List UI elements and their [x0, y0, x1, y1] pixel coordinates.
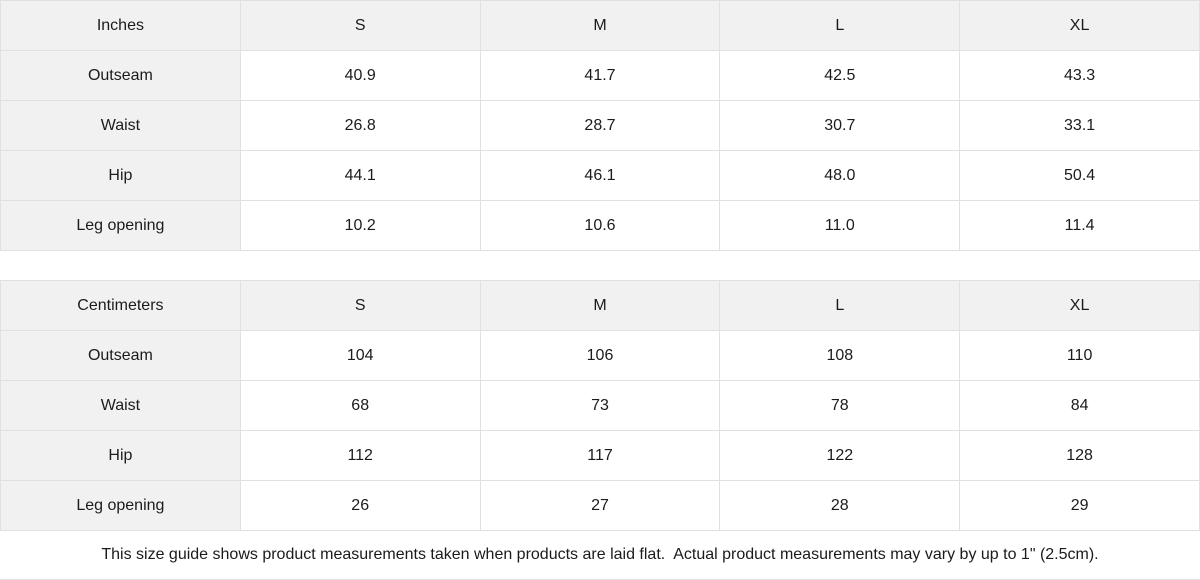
- measurement-value: 28: [719, 480, 961, 531]
- measurement-label: Outseam: [0, 330, 241, 381]
- measurement-value: 11.0: [719, 200, 961, 251]
- measurement-value: 29: [959, 480, 1200, 531]
- table-row: Waist 26.8 28.7 30.7 33.1: [0, 100, 1200, 151]
- measurement-value: 48.0: [719, 150, 961, 201]
- measurement-label: Outseam: [0, 50, 241, 101]
- table-row: Hip 112 117 122 128: [0, 430, 1200, 481]
- table-header-row: Centimeters S M L XL: [0, 280, 1200, 331]
- measurement-label: Hip: [0, 430, 241, 481]
- measurement-value: 108: [719, 330, 961, 381]
- measurement-value: 128: [959, 430, 1200, 481]
- measurement-value: 11.4: [959, 200, 1200, 251]
- measurement-value: 106: [479, 330, 721, 381]
- measurement-value: 84: [959, 380, 1200, 431]
- table-row: Leg opening 26 27 28 29: [0, 480, 1200, 531]
- unit-header-cell: Inches: [0, 0, 241, 51]
- measurement-value: 33.1: [959, 100, 1200, 151]
- size-column-header: M: [479, 280, 721, 331]
- measurement-value: 30.7: [719, 100, 961, 151]
- size-column-header: S: [239, 0, 481, 51]
- measurement-value: 43.3: [959, 50, 1200, 101]
- size-column-header: L: [719, 280, 961, 331]
- size-column-header: L: [719, 0, 961, 51]
- measurement-value: 10.6: [479, 200, 721, 251]
- measurement-value: 44.1: [239, 150, 481, 201]
- measurement-label: Leg opening: [0, 200, 241, 251]
- centimeters-size-table: Centimeters S M L XL Outseam 104 106 108…: [0, 280, 1200, 531]
- measurement-value: 112: [239, 430, 481, 481]
- measurement-label: Waist: [0, 380, 241, 431]
- measurement-label: Hip: [0, 150, 241, 201]
- measurement-value: 42.5: [719, 50, 961, 101]
- measurement-value: 117: [479, 430, 721, 481]
- measurement-value: 28.7: [479, 100, 721, 151]
- measurement-value: 40.9: [239, 50, 481, 101]
- table-header-row: Inches S M L XL: [0, 0, 1200, 51]
- measurement-value: 41.7: [479, 50, 721, 101]
- measurement-value: 122: [719, 430, 961, 481]
- size-column-header: M: [479, 0, 721, 51]
- table-spacer: [0, 251, 1200, 280]
- measurement-value: 26.8: [239, 100, 481, 151]
- size-column-header: S: [239, 280, 481, 331]
- table-row: Waist 68 73 78 84: [0, 380, 1200, 431]
- measurement-value: 68: [239, 380, 481, 431]
- unit-header-cell: Centimeters: [0, 280, 241, 331]
- measurement-value: 110: [959, 330, 1200, 381]
- size-column-header: XL: [959, 280, 1200, 331]
- measurement-label: Waist: [0, 100, 241, 151]
- size-guide-disclaimer: This size guide shows product measuremen…: [0, 531, 1200, 580]
- table-row: Outseam 40.9 41.7 42.5 43.3: [0, 50, 1200, 101]
- measurement-value: 50.4: [959, 150, 1200, 201]
- measurement-value: 26: [239, 480, 481, 531]
- size-column-header: XL: [959, 0, 1200, 51]
- inches-size-table: Inches S M L XL Outseam 40.9 41.7 42.5 4…: [0, 0, 1200, 251]
- measurement-value: 10.2: [239, 200, 481, 251]
- measurement-value: 73: [479, 380, 721, 431]
- table-row: Hip 44.1 46.1 48.0 50.4: [0, 150, 1200, 201]
- measurement-value: 104: [239, 330, 481, 381]
- measurement-label: Leg opening: [0, 480, 241, 531]
- table-row: Outseam 104 106 108 110: [0, 330, 1200, 381]
- measurement-value: 27: [479, 480, 721, 531]
- measurement-value: 46.1: [479, 150, 721, 201]
- measurement-value: 78: [719, 380, 961, 431]
- table-row: Leg opening 10.2 10.6 11.0 11.4: [0, 200, 1200, 251]
